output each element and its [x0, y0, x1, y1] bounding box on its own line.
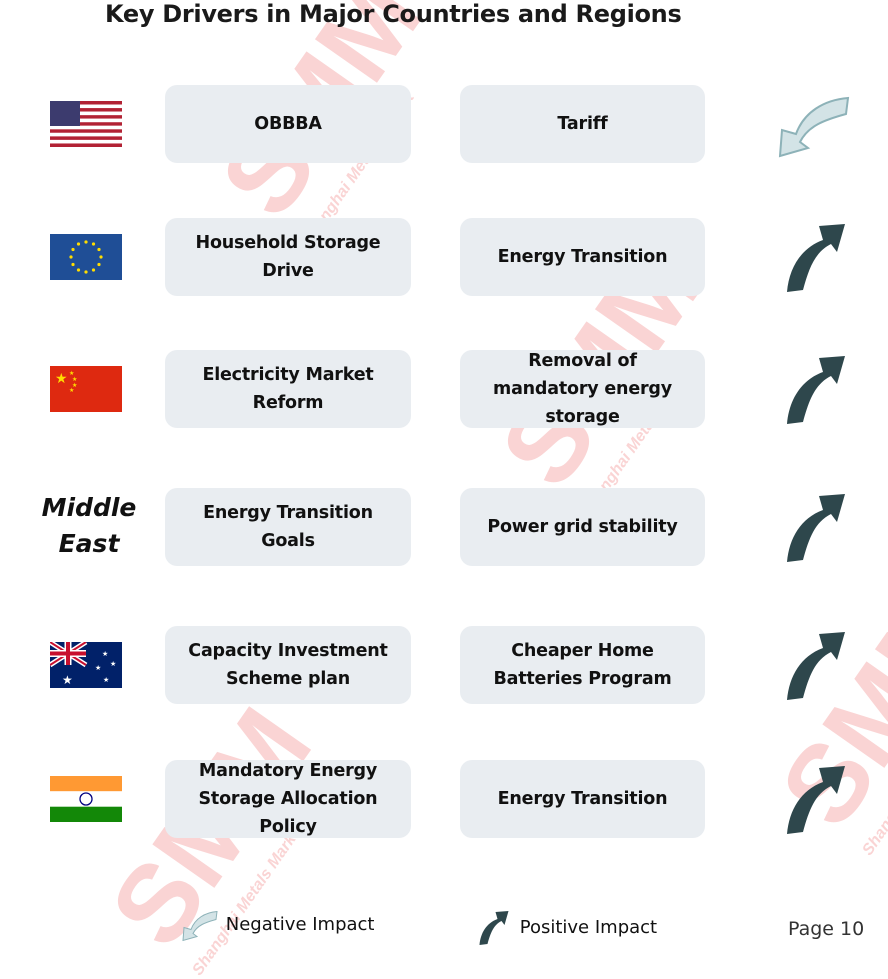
driver-label: Tariff	[557, 114, 608, 134]
region-label: Middle East	[41, 493, 137, 558]
driver-box: Energy Transition	[460, 760, 705, 838]
svg-text:★: ★	[55, 371, 68, 387]
driver-label: Mandatory Energy Storage Allocation Poli…	[198, 761, 378, 837]
positive-arrow-icon	[776, 488, 852, 568]
driver-box: Mandatory Energy Storage Allocation Poli…	[165, 760, 411, 838]
page-number: Page 10	[788, 918, 865, 940]
driver-label: OBBBA	[254, 114, 322, 134]
driver-box: Power grid stability	[460, 488, 705, 566]
australia-flag-icon: ★ ★ ★ ★ ★	[48, 639, 122, 688]
driver-box: Electricity Market Reform	[165, 350, 411, 428]
china-flag-icon: ★ ★ ★ ★ ★	[50, 366, 122, 412]
driver-label: Capacity Investment Scheme plan	[188, 641, 388, 689]
driver-box: Energy Transition	[460, 218, 705, 296]
driver-box: Capacity Investment Scheme plan	[165, 626, 411, 704]
driver-box: Tariff	[460, 85, 705, 163]
driver-label: Removal of mandatory energy storage	[493, 351, 672, 427]
page-title: Key Drivers in Major Countries and Regio…	[105, 0, 682, 28]
driver-label: Household Storage Drive	[195, 233, 381, 281]
driver-row: OBBBA Tariff	[0, 85, 888, 165]
driver-box: Cheaper Home Batteries Program	[460, 626, 705, 704]
positive-arrow-icon	[776, 350, 852, 430]
negative-arrow-icon	[776, 85, 852, 165]
positive-arrow-icon	[776, 626, 852, 706]
svg-text:★: ★	[103, 676, 109, 684]
india-flag-icon	[50, 776, 122, 822]
svg-text:★: ★	[62, 673, 73, 687]
driver-box: Household Storage Drive	[165, 218, 411, 296]
legend-positive-label: Positive Impact	[519, 917, 658, 938]
eu-flag-icon	[50, 234, 122, 280]
svg-text:★: ★	[69, 370, 74, 377]
us-flag-icon	[50, 101, 122, 147]
legend-positive: Positive Impact	[472, 908, 657, 948]
svg-text:★: ★	[102, 650, 108, 658]
svg-text:★: ★	[69, 387, 74, 394]
legend-negative-label: Negative Impact	[225, 914, 375, 935]
legend-negative: Negative Impact	[180, 905, 375, 945]
svg-text:★: ★	[95, 664, 101, 672]
driver-label: Energy Transition	[497, 247, 668, 267]
positive-arrow-icon	[776, 218, 852, 298]
driver-box: Energy Transition Goals	[165, 488, 411, 566]
driver-label: Energy Transition Goals	[203, 503, 373, 551]
positive-arrow-icon	[776, 760, 852, 840]
driver-row: Middle East Energy Transition Goals Power …	[0, 488, 888, 568]
driver-row: Mandatory Energy Storage Allocation Poli…	[0, 760, 888, 840]
driver-box: OBBBA	[165, 85, 411, 163]
svg-text:★: ★	[72, 382, 77, 389]
driver-row: Household Storage Drive Energy Transition	[0, 218, 888, 298]
svg-text:★: ★	[72, 376, 77, 383]
driver-label: Cheaper Home Batteries Program	[493, 641, 672, 689]
svg-text:★: ★	[110, 660, 116, 668]
driver-box: Removal of mandatory energy storage	[460, 350, 705, 428]
driver-row: ★ ★ ★ ★ ★ Electricity Market Reform Removal of…	[0, 350, 888, 430]
driver-label: Power grid stability	[487, 517, 678, 537]
driver-label: Electricity Market Reform	[202, 365, 374, 413]
driver-label: Energy Transition	[497, 789, 668, 809]
positive-arrow-icon	[479, 911, 509, 945]
negative-arrow-icon	[182, 910, 218, 942]
driver-row: ★ ★ ★ ★ ★ Capacity Investment Scheme plan Chea…	[0, 626, 888, 706]
